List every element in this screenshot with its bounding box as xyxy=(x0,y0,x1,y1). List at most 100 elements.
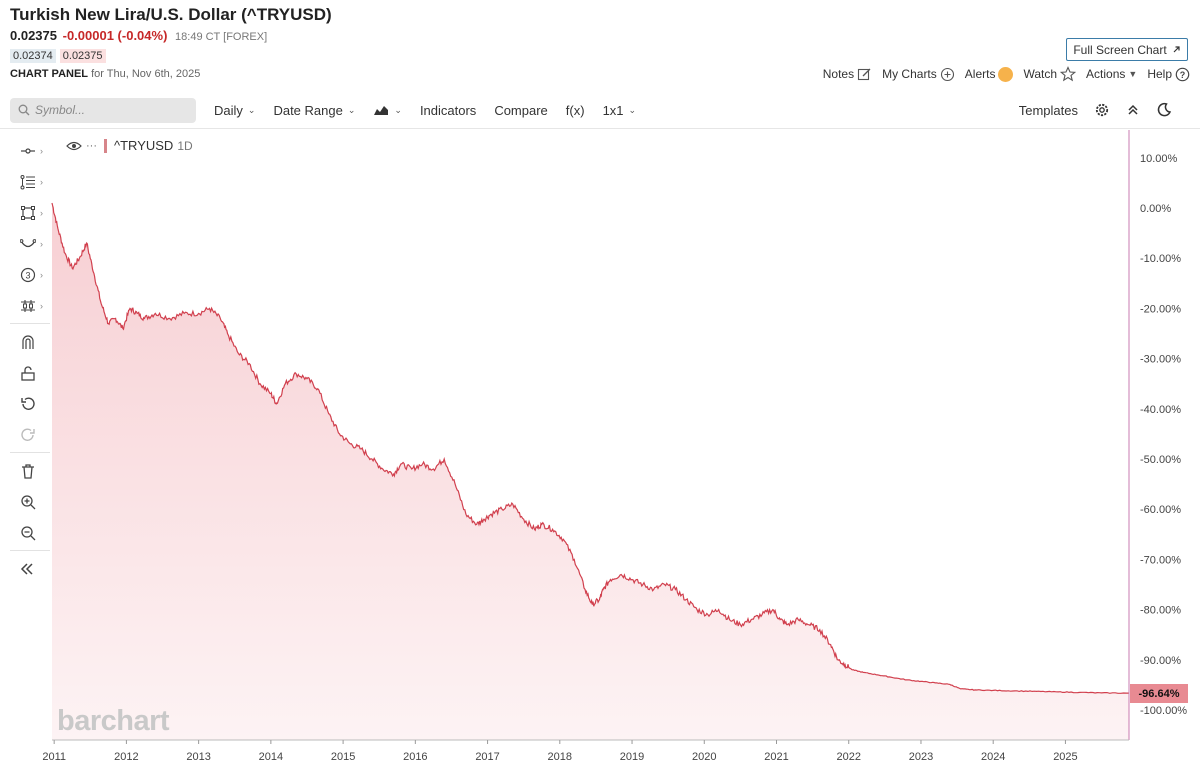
x-tick-label: 2013 xyxy=(186,751,210,763)
watch-link[interactable]: Watch xyxy=(1023,66,1077,82)
chevron-down-icon: ⌄ xyxy=(628,104,637,115)
x-tick-label: 2015 xyxy=(331,751,355,763)
my-charts-label: My Charts xyxy=(882,67,937,81)
x-tick-label: 2017 xyxy=(475,751,499,763)
indicators-button[interactable]: Indicators xyxy=(419,102,477,118)
compare-button[interactable]: Compare xyxy=(494,102,548,118)
toolbar-divider xyxy=(0,128,1200,129)
fx-button[interactable]: f(x) xyxy=(565,102,585,118)
magnet-tool[interactable] xyxy=(10,326,50,357)
collapse-tools-button[interactable] xyxy=(10,553,50,584)
chevron-down-icon: ⌄ xyxy=(394,104,402,115)
x-tick-label: 2021 xyxy=(764,751,788,763)
redo-tool[interactable] xyxy=(10,419,50,450)
chevron-up-double-icon[interactable] xyxy=(1126,103,1140,117)
full-screen-label: Full Screen Chart xyxy=(1073,42,1167,57)
last-price: 0.02375 xyxy=(10,28,57,43)
y-tick-label: -10.00% xyxy=(1140,253,1181,265)
gear-icon[interactable] xyxy=(1094,102,1110,118)
zoom-out-tool[interactable] xyxy=(10,517,50,548)
trash-icon xyxy=(22,463,34,479)
notes-link[interactable]: Notes xyxy=(823,67,872,82)
y-tick-label: -90.00% xyxy=(1140,655,1181,667)
y-tick-label: -50.00% xyxy=(1140,454,1181,466)
chart-panel-label: CHART PANEL for Thu, Nov 6th, 2025 xyxy=(10,68,200,80)
plus-circle-icon xyxy=(940,67,954,81)
rectangle-icon xyxy=(21,205,35,220)
moon-icon[interactable] xyxy=(1156,102,1172,118)
y-tick-label: -30.00% xyxy=(1140,354,1181,366)
quote-time: 18:49 CT [FOREX] xyxy=(175,31,268,43)
watch-label: Watch xyxy=(1023,67,1058,81)
actions-label: Actions xyxy=(1086,67,1126,81)
zoom-in-icon xyxy=(21,494,36,509)
pattern-tool[interactable]: › xyxy=(10,290,50,321)
x-tick-label: 2018 xyxy=(548,751,572,763)
date-range-dropdown[interactable]: Date Range ⌄ xyxy=(273,103,355,118)
edit-icon xyxy=(858,68,871,80)
area-fill xyxy=(52,203,1129,740)
undo-tool[interactable] xyxy=(10,388,50,419)
magnet-icon xyxy=(22,334,34,349)
svg-text:?: ? xyxy=(1180,70,1186,80)
layout-dropdown[interactable]: 1x1 ⌄ xyxy=(603,103,637,118)
barchart-logo: barchart xyxy=(57,705,170,737)
last-value-tag: -96.64% xyxy=(1130,684,1188,703)
help-link[interactable]: Help ? xyxy=(1147,67,1190,82)
daily-label: Daily xyxy=(214,102,243,118)
toolbar-right: Templates xyxy=(1019,102,1172,118)
panel-label-title: CHART PANEL xyxy=(10,68,89,80)
y-tick-label: -20.00% xyxy=(1140,303,1181,315)
counter-tool[interactable]: 3 › xyxy=(10,259,50,290)
symbol-search[interactable]: Symbol... xyxy=(10,97,196,123)
templates-button[interactable]: Templates xyxy=(1018,102,1078,118)
search-placeholder: Symbol... xyxy=(35,103,86,117)
my-charts-link[interactable]: My Charts xyxy=(882,67,955,82)
rectangle-tool[interactable]: › xyxy=(10,197,50,228)
x-tick-label: 2016 xyxy=(403,751,427,763)
y-tick-label: 0.00% xyxy=(1140,203,1171,215)
tool-separator xyxy=(10,550,50,551)
counter-icon: 3 xyxy=(20,267,36,282)
series-interval: 1D xyxy=(177,138,193,153)
fibonacci-tool[interactable]: › xyxy=(10,166,50,197)
y-tick-label: -70.00% xyxy=(1140,554,1181,566)
y-tick-label: 10.00% xyxy=(1140,153,1178,165)
redo-icon xyxy=(21,428,35,441)
alert-dot-icon xyxy=(998,66,1014,82)
zoom-in-tool[interactable] xyxy=(10,486,50,517)
daily-dropdown[interactable]: Daily ⌄ xyxy=(214,103,255,118)
chart-type-dropdown[interactable]: ⌄ xyxy=(373,104,402,116)
chevron-right-icon: › xyxy=(40,207,43,218)
lock-icon xyxy=(21,365,35,381)
alerts-link[interactable]: Alerts xyxy=(965,66,1014,82)
crosshair-tool[interactable]: › xyxy=(10,135,50,166)
series-badge[interactable]: ··· ^TRYUSD 1D xyxy=(66,138,193,153)
caret-down-icon: ▼ xyxy=(1128,69,1138,79)
panel-label-date: for Thu, Nov 6th, 2025 xyxy=(91,68,201,80)
date-range-label: Date Range xyxy=(273,102,343,118)
x-tick-label: 2025 xyxy=(1053,751,1077,763)
pattern-icon xyxy=(21,299,35,312)
curve-tool[interactable]: › xyxy=(10,228,50,259)
y-tick-label: -60.00% xyxy=(1140,504,1181,516)
chart-toolbar: Symbol... Daily ⌄ Date Range ⌄ ⌄ Indicator… xyxy=(10,95,1190,125)
eye-icon xyxy=(66,141,82,150)
counter-icon-text: 3 xyxy=(25,270,30,280)
x-tick-label: 2011 xyxy=(42,751,66,763)
more-options-icon[interactable]: ··· xyxy=(86,139,97,152)
chevron-down-icon: ⌄ xyxy=(347,104,356,115)
price-change: -0.00001 (-0.04%) xyxy=(62,28,168,43)
help-label: Help xyxy=(1147,67,1172,81)
ask-price: 0.02375 xyxy=(59,49,106,63)
actions-menu[interactable]: Actions ▼ xyxy=(1086,67,1137,81)
fibonacci-icon xyxy=(20,174,35,189)
curve-icon xyxy=(20,238,36,247)
full-screen-button[interactable]: Full Screen Chart xyxy=(1066,38,1188,61)
x-tick-label: 2012 xyxy=(114,751,138,763)
trash-tool[interactable] xyxy=(10,455,50,486)
chevron-right-icon: › xyxy=(40,145,43,156)
lock-tool[interactable] xyxy=(10,357,50,388)
x-tick-label: 2023 xyxy=(909,751,933,763)
